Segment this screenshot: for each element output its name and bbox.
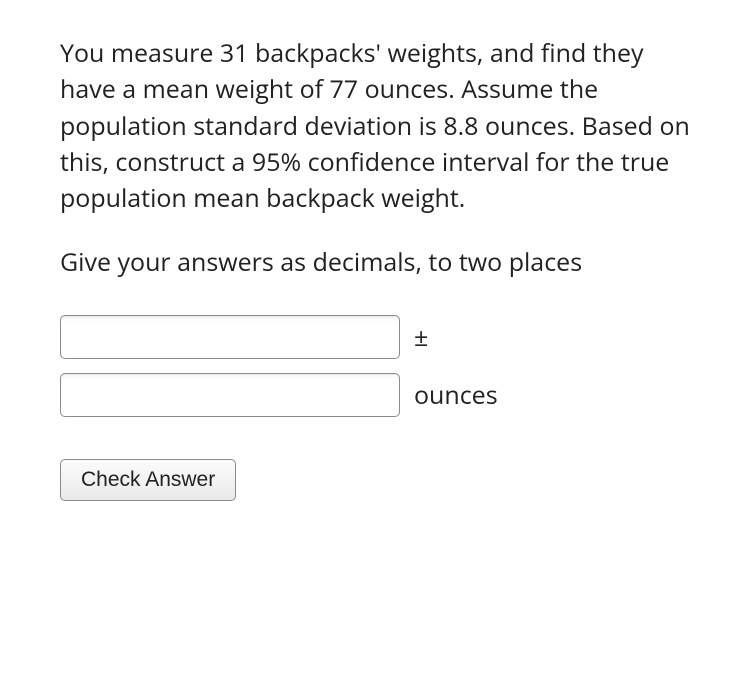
check-answer-button[interactable]: Check Answer	[60, 459, 236, 501]
answer-row-mean: ±	[60, 315, 690, 359]
plus-minus-symbol: ±	[414, 320, 428, 354]
problem-statement: You measure 31 backpacks' weights, and f…	[60, 35, 690, 216]
margin-input[interactable]	[60, 373, 400, 417]
question-container: You measure 31 backpacks' weights, and f…	[0, 0, 750, 694]
mean-input[interactable]	[60, 315, 400, 359]
unit-label: ounces	[414, 378, 498, 412]
answer-instruction: Give your answers as decimals, to two pl…	[60, 244, 690, 280]
button-row: Check Answer	[60, 459, 690, 501]
answer-row-margin: ounces	[60, 373, 690, 417]
